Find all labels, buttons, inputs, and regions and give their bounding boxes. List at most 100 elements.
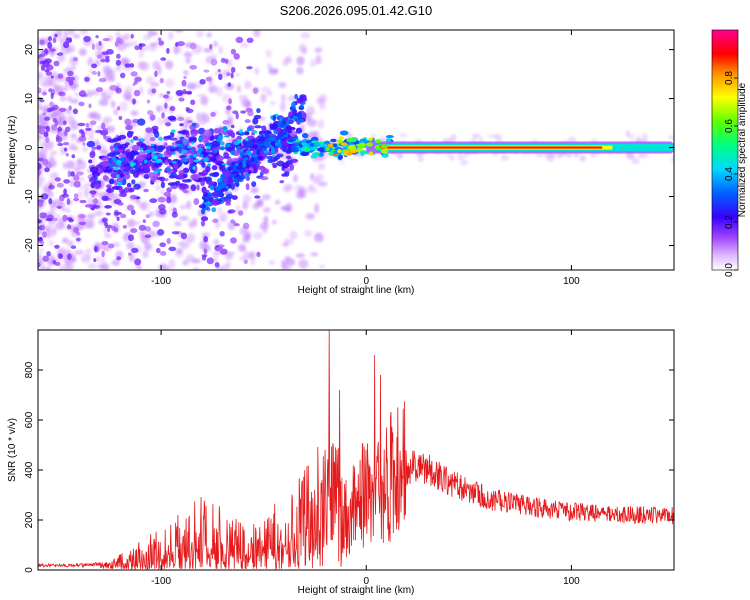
snr-y-tick-label: 200	[24, 511, 35, 528]
spectrogram-cell	[216, 191, 223, 197]
spectrogram-cell	[40, 176, 46, 184]
spectrogram-cell	[641, 152, 649, 158]
spectrogram-cell	[300, 151, 310, 157]
spectrogram-cell	[215, 185, 220, 192]
spectrogram-cell	[101, 157, 108, 161]
spectrogram-cell	[67, 30, 75, 36]
spectrogram-cell	[44, 48, 48, 55]
spectrogram-cell	[281, 205, 292, 212]
spectrogram-cell	[246, 140, 254, 147]
spectrogram-cell	[187, 145, 192, 149]
spectrogram-cell	[65, 258, 73, 265]
spectrogram-cell	[230, 150, 236, 155]
spectrogram-cell	[302, 112, 307, 120]
spectrogram-cell	[167, 182, 176, 186]
spectrogram-cell	[58, 91, 66, 97]
spectrogram-cell	[57, 221, 63, 231]
spectrogram-cell	[212, 255, 219, 264]
spectrogram-cell	[396, 151, 403, 159]
spectrogram-cell	[142, 219, 146, 224]
spectrogram-cell	[206, 257, 214, 265]
spectrogram-cell	[67, 70, 74, 77]
spectrogram-cell	[115, 64, 122, 72]
spectrogram-cell	[250, 186, 259, 194]
spectrogram-cell	[150, 82, 160, 87]
spectrogram-cell	[174, 180, 181, 186]
snr-panel: -100 0 100 0 200 400 600 800 Height of straight…	[7, 329, 675, 596]
spectrogram-cell	[88, 159, 93, 164]
spectrogram-frame	[37, 29, 675, 271]
spectrogram-cell	[116, 106, 121, 111]
spectrogram-cell	[53, 198, 63, 208]
snr-y-tick-label: 800	[24, 361, 35, 378]
spectrogram-cell	[91, 146, 97, 150]
spectrogram-cell	[203, 69, 210, 73]
spectrogram-cell	[113, 146, 119, 150]
spectrogram-cell	[338, 154, 343, 160]
spectrogram-cell	[57, 53, 66, 63]
spectrogram-cell	[237, 158, 245, 163]
spectrogram-cell	[314, 173, 325, 181]
spectrogram-cell	[171, 129, 176, 133]
spectrogram-cell	[234, 72, 241, 77]
spectrogram-cell	[269, 68, 279, 74]
spectrogram-cell	[380, 149, 389, 154]
spectrogram-cell	[149, 114, 156, 121]
spectrogram-cell	[81, 131, 86, 138]
spectrogram-cell	[186, 84, 197, 89]
spectrogram-cell	[161, 112, 165, 119]
spectrogram-cell	[131, 144, 140, 152]
spectrogram-cell	[579, 154, 587, 162]
spectrogram-cell	[132, 136, 139, 141]
spectrogram-cell	[159, 77, 165, 84]
spectrogram-cell	[179, 216, 189, 221]
spectrogram-cell	[208, 85, 218, 94]
spectrogram-cell	[39, 140, 49, 149]
spectrogram-cell	[117, 163, 122, 167]
spectrogram-cell	[101, 161, 111, 167]
spectrogram-cell	[180, 232, 188, 240]
spectrogram-cell	[117, 202, 124, 206]
spectrogram-cell	[307, 118, 317, 128]
spectrogram-cell	[174, 221, 182, 227]
spectrogram-cell	[157, 153, 164, 157]
spectrogram-cell	[185, 254, 195, 263]
spectrogram-cell	[325, 147, 330, 151]
spectrogram-cell	[196, 93, 207, 98]
spectrogram-cell	[318, 102, 326, 110]
carrier-peak	[386, 146, 603, 149]
spectrogram-cell	[106, 153, 116, 157]
spectrogram-cell	[222, 263, 229, 270]
spectrogram-cell	[169, 137, 178, 141]
spectrogram-cell	[156, 105, 162, 113]
spectrogram-cell	[338, 136, 345, 140]
spectrogram-cell	[231, 161, 236, 166]
spectrogram-cell	[39, 53, 45, 57]
spectrogram-cell	[68, 77, 74, 82]
spectrogram-cell	[237, 243, 247, 252]
spectrogram-cell	[77, 189, 83, 200]
spectrogram-cell	[251, 181, 257, 187]
spectrogram-cell	[339, 130, 349, 136]
spectrogram-cell	[91, 63, 98, 69]
spectrogram-cell	[96, 54, 103, 59]
spectrogram-cell	[48, 36, 52, 42]
snr-y-tick-label: 400	[24, 461, 35, 478]
spectrogram-cell	[149, 137, 156, 142]
spectrogram-cell	[233, 164, 238, 172]
spectrogram-cell	[95, 87, 104, 93]
spectrogram-cell	[145, 214, 150, 218]
spectrogram-cell	[218, 73, 223, 81]
spectrogram-cell	[317, 163, 326, 171]
spectrogram-cell	[116, 216, 120, 222]
spectrogram-cell	[136, 142, 142, 146]
spectrogram-cell	[183, 75, 187, 80]
spectrogram-cell	[319, 264, 326, 269]
spectrogram-cell	[53, 213, 61, 219]
spectrogram-cell	[336, 139, 344, 144]
spectrogram-cell	[51, 70, 57, 78]
spectrogram-cell	[111, 100, 116, 108]
spectrogram-cell	[340, 142, 348, 146]
spectrogram-cell	[153, 171, 159, 174]
spectrogram-cell	[244, 137, 249, 141]
